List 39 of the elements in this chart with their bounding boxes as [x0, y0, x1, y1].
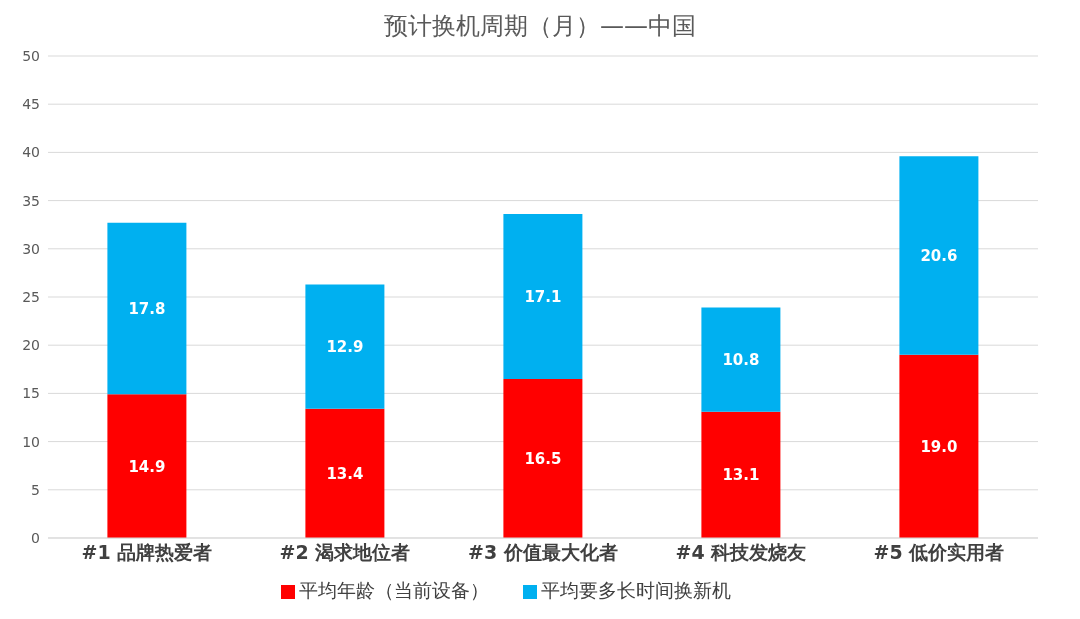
y-tick-label: 45 — [22, 96, 40, 113]
y-tick-label: 0 — [31, 529, 40, 546]
bar — [899, 156, 979, 355]
data-label: 12.9 — [326, 337, 364, 356]
legend-label: 平均要多长时间换新机 — [541, 579, 731, 601]
y-tick-label: 35 — [22, 192, 40, 209]
y-tick-label: 50 — [22, 47, 40, 64]
y-tick-label: 40 — [22, 144, 40, 161]
data-label: 19.0 — [920, 437, 958, 456]
x-tick-label: #5 低价实用者 — [873, 541, 1005, 564]
bar — [305, 284, 385, 409]
y-tick-label: 25 — [22, 288, 40, 305]
bar — [503, 378, 583, 538]
data-label: 13.1 — [722, 466, 760, 485]
data-label: 13.4 — [326, 464, 364, 483]
x-tick-label: #4 科技发烧友 — [675, 541, 807, 564]
legend-label: 平均年龄（当前设备） — [299, 579, 489, 601]
data-label: 16.5 — [524, 449, 562, 468]
x-tick-label: #3 价值最大化者 — [468, 541, 618, 564]
y-tick-label: 30 — [22, 240, 40, 257]
data-label: 14.9 — [128, 457, 166, 476]
data-label: 10.8 — [722, 350, 760, 369]
bar — [107, 222, 187, 395]
bar — [899, 354, 979, 538]
y-tick-label: 15 — [22, 385, 40, 402]
bar — [701, 411, 781, 538]
y-tick-label: 5 — [31, 481, 40, 498]
chart-title: 预计换机周期（月）——中国 — [383, 11, 697, 42]
data-label: 17.8 — [128, 299, 166, 318]
data-label: 20.6 — [920, 246, 958, 265]
bar — [305, 408, 385, 538]
bar — [107, 394, 187, 538]
x-tick-label: #1 品牌热爱者 — [81, 541, 213, 564]
data-label: 17.1 — [524, 287, 562, 306]
x-tick-label: #2 渴求地位者 — [279, 541, 411, 564]
bar — [503, 214, 583, 379]
y-tick-label: 10 — [22, 433, 40, 450]
bar — [701, 307, 781, 412]
y-tick-label: 20 — [22, 337, 40, 354]
